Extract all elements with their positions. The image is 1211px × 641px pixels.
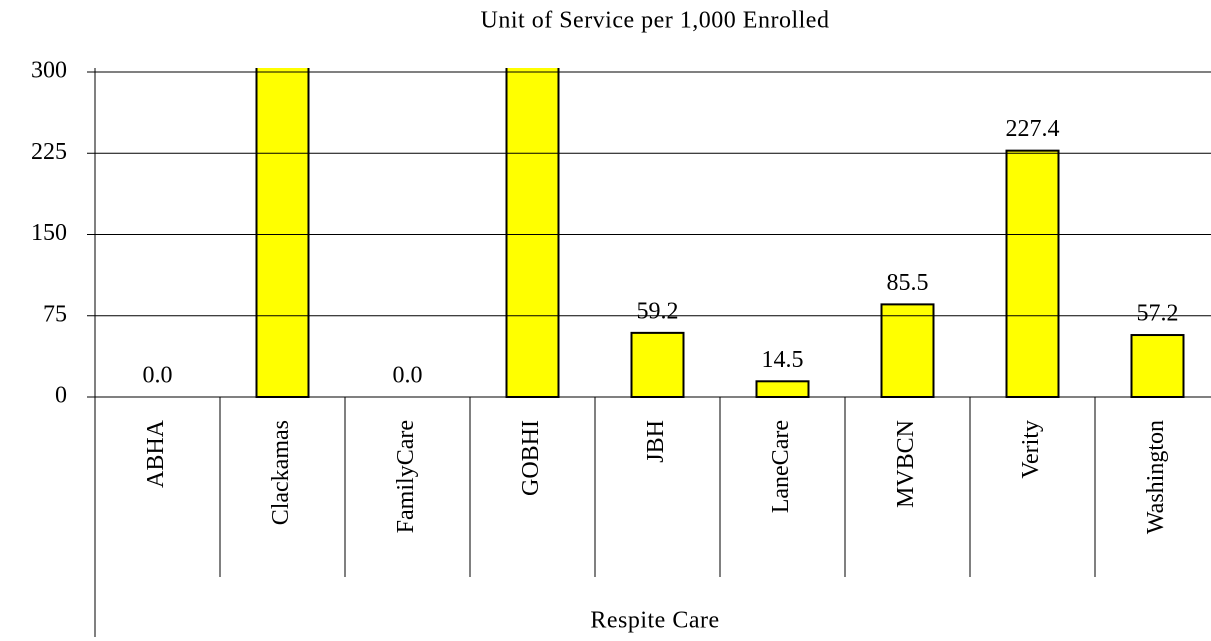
x-tick-label: MVBCN — [893, 420, 919, 508]
bar — [505, 68, 560, 398]
y-tick-label: 0 — [55, 383, 67, 409]
data-label: 59.2 — [637, 298, 679, 324]
bar — [255, 68, 310, 398]
x-tick-label: Verity — [1018, 420, 1044, 479]
data-label: 57.2 — [1137, 301, 1179, 327]
bar — [755, 380, 810, 398]
data-label: 227.4 — [1006, 116, 1060, 142]
x-tick-label: LaneCare — [768, 420, 794, 513]
chart-title: Unit of Service per 1,000 Enrolled — [481, 8, 830, 34]
x-tick-label: ABHA — [143, 419, 169, 488]
bars — [255, 68, 1185, 398]
y-tick-label: 300 — [31, 58, 67, 84]
data-label: 0.0 — [143, 363, 173, 389]
x-tick-label: JBH — [643, 420, 669, 463]
x-tick-label: Clackamas — [268, 420, 294, 525]
x-tick-label: Washington — [1143, 420, 1169, 534]
y-tick-label: 75 — [43, 301, 67, 327]
x-tick-label: GOBHI — [518, 420, 544, 496]
bar — [1005, 149, 1060, 398]
bar — [630, 331, 685, 398]
bar — [880, 303, 935, 398]
data-label: 14.5 — [762, 347, 804, 373]
data-label: 85.5 — [887, 270, 929, 296]
y-tick-label: 150 — [31, 220, 67, 246]
x-tick-label: FamilyCare — [393, 420, 419, 533]
data-label: 0.0 — [393, 363, 423, 389]
bar — [1130, 334, 1185, 398]
y-tick-label: 225 — [31, 139, 67, 165]
x-axis-label: Respite Care — [590, 608, 719, 634]
